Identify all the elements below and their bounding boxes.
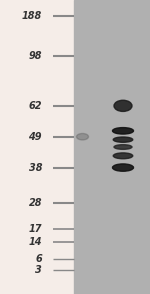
Text: 98: 98 [28, 51, 42, 61]
Ellipse shape [114, 100, 132, 111]
Bar [0, 0, 74, 294]
Text: 17: 17 [28, 224, 42, 234]
Ellipse shape [112, 128, 134, 134]
Text: 28: 28 [28, 198, 42, 208]
Text: 6: 6 [35, 254, 42, 264]
Ellipse shape [113, 137, 133, 142]
Text: 62: 62 [28, 101, 42, 111]
Ellipse shape [112, 164, 134, 171]
Ellipse shape [76, 133, 88, 140]
Text: 49: 49 [28, 132, 42, 142]
Ellipse shape [113, 153, 133, 159]
Bar [74, 0, 150, 294]
Text: 38: 38 [28, 163, 42, 173]
Text: 14: 14 [28, 237, 42, 247]
Text: 188: 188 [22, 11, 42, 21]
Ellipse shape [114, 145, 132, 149]
Text: 3: 3 [35, 265, 42, 275]
